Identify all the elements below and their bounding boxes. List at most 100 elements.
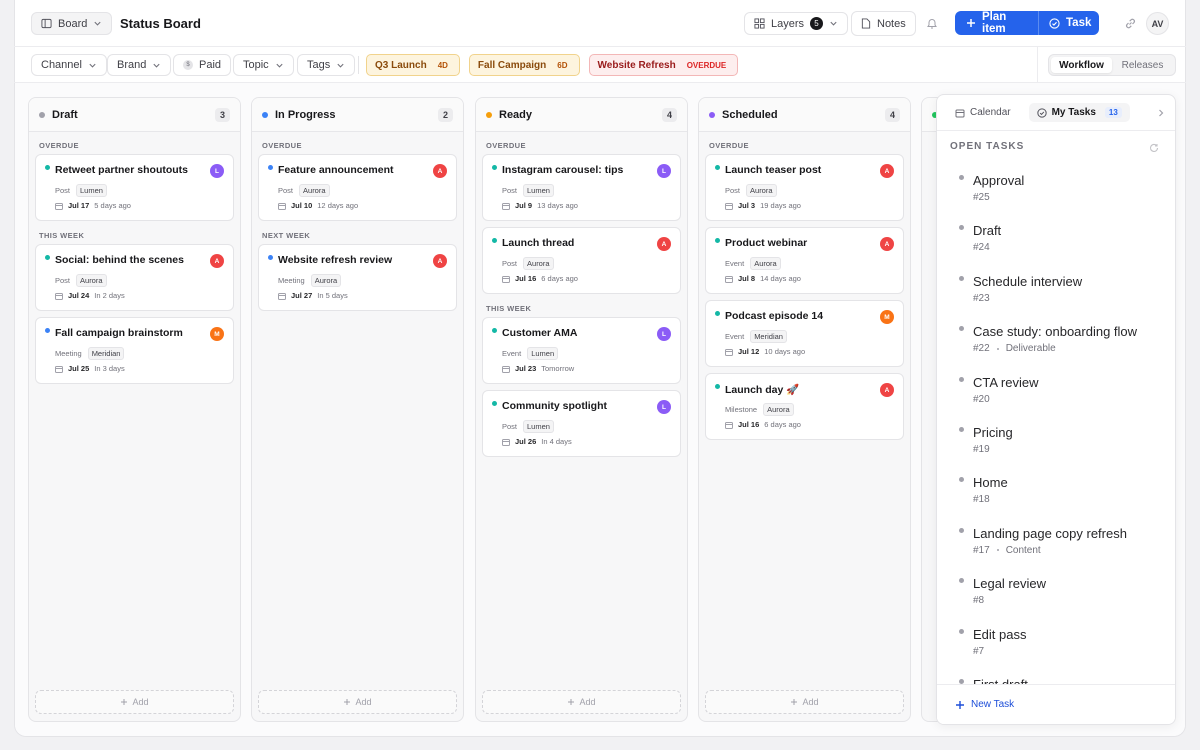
task-card[interactable]: Launch thread A Post Aurora Jul 16 6 days ago bbox=[482, 227, 681, 294]
owner-chip: Aurora bbox=[76, 274, 107, 287]
refresh-icon[interactable] bbox=[1149, 143, 1159, 153]
tab-releases[interactable]: Releases bbox=[1121, 59, 1164, 71]
calendar-icon bbox=[502, 365, 510, 373]
task-card[interactable]: Retweet partner shoutouts L Post Lumen Jul 1… bbox=[35, 154, 234, 221]
tab-label: Calendar bbox=[970, 107, 1011, 118]
task-id: #8 bbox=[973, 595, 985, 607]
task-row[interactable]: Home #18 bbox=[937, 463, 1175, 513]
task-row[interactable]: CTA review #20 bbox=[937, 363, 1175, 413]
plan-item-button[interactable]: Plan item bbox=[955, 11, 1038, 35]
relative-date: In 3 days bbox=[94, 364, 125, 373]
tab-workflow[interactable]: Workflow bbox=[1051, 57, 1112, 73]
column-dot bbox=[932, 111, 938, 118]
status-dot bbox=[492, 401, 497, 406]
add-button[interactable]: Add bbox=[482, 690, 681, 714]
tab-calendar[interactable]: Calendar bbox=[947, 103, 1019, 122]
task-title: Draft bbox=[973, 223, 1002, 239]
add-label: Add bbox=[802, 697, 819, 707]
task-card[interactable]: Social: behind the scenes A Post Aurora Jul … bbox=[35, 244, 234, 311]
notes-button[interactable]: Notes bbox=[851, 11, 916, 36]
calendar-icon bbox=[725, 202, 733, 210]
task-button[interactable]: Task bbox=[1038, 11, 1099, 35]
card-type: Post bbox=[725, 186, 741, 195]
task-row[interactable]: Draft #24 bbox=[937, 211, 1175, 261]
card-title: Customer AMA bbox=[502, 327, 578, 339]
campaign-chip[interactable]: Q3 Launch 4D bbox=[366, 54, 460, 76]
task-id: #22 bbox=[973, 343, 990, 355]
layers-button[interactable]: Layers 5 bbox=[744, 12, 849, 35]
card-date: Jul 16 6 days ago bbox=[502, 274, 578, 283]
card-meta: Post Aurora bbox=[725, 184, 777, 197]
filter-topic[interactable]: Topic bbox=[233, 54, 294, 76]
status-dot bbox=[45, 255, 50, 260]
task-card[interactable]: Community spotlight L Post Lumen Jul 26 In 4 … bbox=[482, 390, 681, 457]
filter-label: Topic bbox=[243, 59, 269, 71]
task-row[interactable]: Schedule interview #23 bbox=[937, 262, 1175, 312]
task-card[interactable]: Launch teaser post A Post Aurora Jul 3 19 day… bbox=[705, 154, 904, 221]
campaign-chip[interactable]: Fall Campaign 6D bbox=[468, 54, 580, 76]
task-card[interactable]: Instagram carousel: tips L Post Lumen Jul 9 1… bbox=[482, 154, 681, 221]
divider bbox=[1037, 47, 1038, 82]
filter-label: Channel bbox=[41, 59, 82, 71]
campaign-badge: 4D bbox=[437, 60, 448, 70]
plus-icon bbox=[956, 700, 964, 709]
task-row[interactable]: First draft bbox=[937, 665, 1175, 686]
card-title: Launch day 🚀 bbox=[725, 384, 800, 396]
task-row[interactable]: Approval #25 bbox=[937, 161, 1175, 211]
filter-tags[interactable]: Tags bbox=[297, 54, 356, 76]
section-title: OPEN TASKS bbox=[950, 141, 1025, 152]
column-body: OVERDUE Retweet partner shoutouts L Post Lum… bbox=[29, 132, 240, 384]
task-id: #18 bbox=[973, 494, 990, 506]
status-dot bbox=[492, 165, 497, 170]
task-card[interactable]: Podcast episode 14 M Event Meridian Jul 12 10… bbox=[705, 300, 904, 367]
user-avatar[interactable]: AV bbox=[1146, 12, 1169, 35]
calendar-icon bbox=[955, 109, 965, 117]
card-type: Event bbox=[502, 349, 522, 358]
page-title: Status Board bbox=[120, 16, 201, 31]
filter-paid[interactable]: $ Paid bbox=[173, 54, 232, 76]
add-button[interactable]: Add bbox=[35, 690, 234, 714]
filter-channel[interactable]: Channel bbox=[31, 54, 107, 76]
task-card[interactable]: Customer AMA L Event Lumen Jul 23 Tomorrow bbox=[482, 317, 681, 384]
task-card[interactable]: Product webinar A Event Aurora Jul 8 14 days … bbox=[705, 227, 904, 294]
task-card[interactable]: Launch day 🚀 A Milestone Aurora Jul 16 6 days… bbox=[705, 373, 904, 440]
due-date: Jul 8 bbox=[738, 274, 756, 283]
new-task-button[interactable]: New Task bbox=[937, 684, 1175, 724]
note-icon bbox=[861, 18, 871, 29]
status-dot bbox=[45, 328, 50, 333]
column-dot bbox=[486, 111, 492, 118]
task-card[interactable]: Feature announcement A Post Aurora Jul 10 12 … bbox=[258, 154, 457, 221]
view-label: Board bbox=[58, 17, 88, 30]
due-date: Jul 9 bbox=[515, 201, 533, 210]
task-row[interactable]: Case study: onboarding flow #22 Deliverabl… bbox=[937, 312, 1175, 362]
task-row[interactable]: Legal review #8 bbox=[937, 564, 1175, 614]
due-date: Jul 16 bbox=[515, 274, 537, 283]
task-card[interactable]: Website refresh review A Meeting Aurora Jul … bbox=[258, 244, 457, 311]
link-icon[interactable] bbox=[1124, 17, 1137, 30]
card-date: Jul 8 14 days ago bbox=[725, 274, 801, 283]
bullet bbox=[959, 477, 964, 483]
tab-my-tasks[interactable]: My Tasks 13 bbox=[1028, 103, 1130, 122]
card-title: Podcast episode 14 bbox=[725, 310, 824, 322]
task-id: #24 bbox=[973, 242, 990, 254]
task-row[interactable]: Landing page copy refresh #17 Content bbox=[937, 514, 1175, 564]
view-switch[interactable]: Board bbox=[31, 12, 113, 35]
campaign-chip[interactable]: Website Refresh OVERDUE bbox=[588, 54, 739, 76]
group-label: THIS WEEK bbox=[486, 304, 532, 313]
task-row[interactable]: Pricing #19 bbox=[937, 413, 1175, 463]
add-button[interactable]: Add bbox=[258, 690, 457, 714]
task-card[interactable]: Fall campaign brainstorm M Meeting Meridian… bbox=[35, 317, 234, 384]
add-button[interactable]: Add bbox=[705, 690, 904, 714]
chevron-right[interactable] bbox=[1157, 108, 1165, 118]
filter-brand[interactable]: Brand bbox=[107, 54, 172, 76]
card-date: Jul 12 10 days ago bbox=[725, 347, 805, 356]
card-date: Jul 27 In 5 days bbox=[278, 291, 348, 300]
relative-date: In 4 days bbox=[541, 437, 572, 446]
task-id: #17 bbox=[973, 544, 990, 556]
card-meta: Meeting Aurora bbox=[278, 274, 342, 287]
bell-icon[interactable] bbox=[926, 17, 938, 30]
due-date: Jul 25 bbox=[68, 364, 90, 373]
task-row[interactable]: Edit pass #7 bbox=[937, 615, 1175, 665]
column-body: OVERDUE Instagram carousel: tips L Post Lume… bbox=[476, 132, 687, 457]
